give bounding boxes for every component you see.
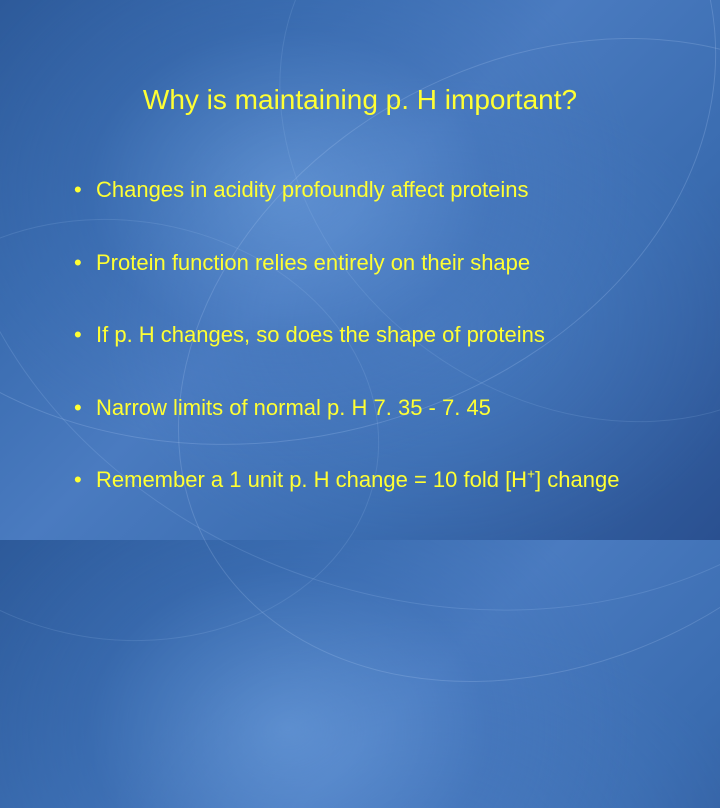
- slide-title: Why is maintaining p. H important?: [0, 84, 720, 116]
- bullet-item: If p. H changes, so does the shape of pr…: [70, 321, 670, 349]
- bullet-list: Changes in acidity profoundly affect pro…: [70, 176, 670, 539]
- bullet-item: Narrow limits of normal p. H 7. 35 - 7. …: [70, 394, 670, 422]
- bullet-item: Protein function relies entirely on thei…: [70, 249, 670, 277]
- bullet-item: Remember a 1 unit p. H change = 10 fold …: [70, 466, 670, 494]
- slide: Why is maintaining p. H important? Chang…: [0, 0, 720, 540]
- bullet-item: Changes in acidity profoundly affect pro…: [70, 176, 670, 204]
